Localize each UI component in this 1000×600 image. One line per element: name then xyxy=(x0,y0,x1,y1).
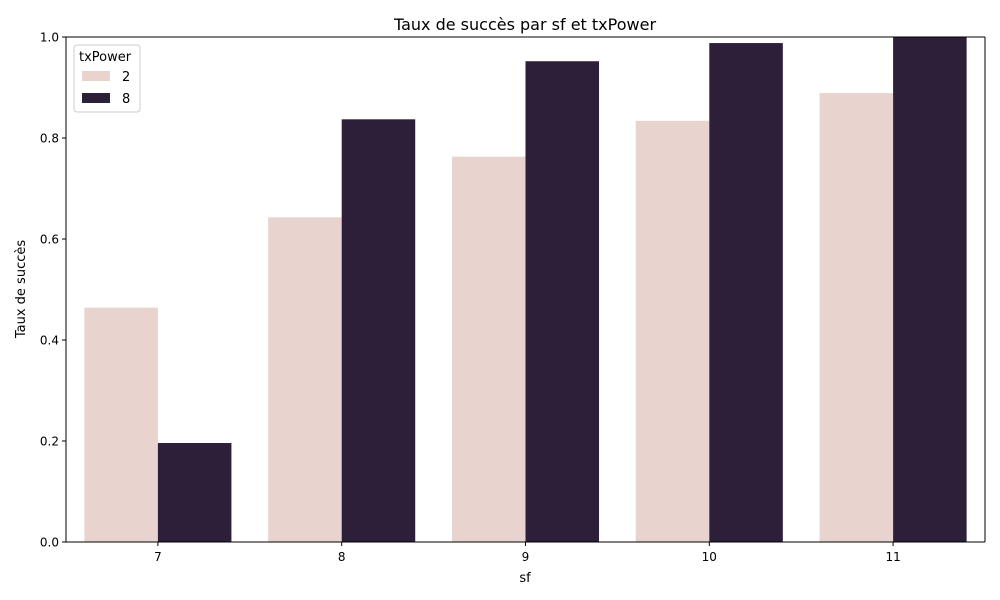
x-tick-label: 9 xyxy=(522,550,530,564)
y-tick-label: 0.6 xyxy=(40,233,59,247)
legend-swatch-txpower2 xyxy=(82,71,110,81)
bar-sf7-txpower2 xyxy=(84,307,158,542)
y-tick-label: 1.0 xyxy=(40,31,59,45)
bars-group xyxy=(84,37,967,543)
x-axis-label: sf xyxy=(519,571,531,586)
legend-title: txPower xyxy=(79,50,132,65)
legend-label-txpower8: 8 xyxy=(122,92,130,107)
y-tick-label: 0.4 xyxy=(40,334,59,348)
x-tick-label: 7 xyxy=(154,550,162,564)
legend-label-txpower2: 2 xyxy=(122,70,130,85)
y-tick-label: 0.8 xyxy=(40,132,59,146)
y-tick-label: 0.2 xyxy=(40,435,59,449)
axes-group: 0.0 0.2 0.4 0.6 0.8 1.0 7 8 9 10 11 xyxy=(40,31,986,564)
bar-sf10-txpower8 xyxy=(709,43,783,543)
legend-items: 28 xyxy=(82,70,130,107)
legend-swatch-txpower8 xyxy=(82,93,110,103)
bar-sf9-txpower2 xyxy=(451,156,526,542)
bar-sf9-txpower8 xyxy=(525,61,600,543)
bar-sf8-txpower8 xyxy=(341,119,416,542)
bar-sf11-txpower8 xyxy=(893,37,967,542)
x-tick-label: 10 xyxy=(702,550,717,564)
bar-sf7-txpower8 xyxy=(157,443,232,542)
x-tick-label: 8 xyxy=(338,550,346,564)
y-tick-label: 0.0 xyxy=(40,536,59,550)
y-axis-label: Taux de succès xyxy=(14,240,29,340)
chart-title: Taux de succès par sf et txPower xyxy=(393,15,656,34)
bar-sf11-txpower2 xyxy=(819,93,894,542)
legend: txPower 28 xyxy=(73,44,141,113)
x-tick-label: 11 xyxy=(885,550,900,564)
bar-sf10-txpower2 xyxy=(635,120,710,542)
bar-sf8-txpower2 xyxy=(268,217,342,542)
